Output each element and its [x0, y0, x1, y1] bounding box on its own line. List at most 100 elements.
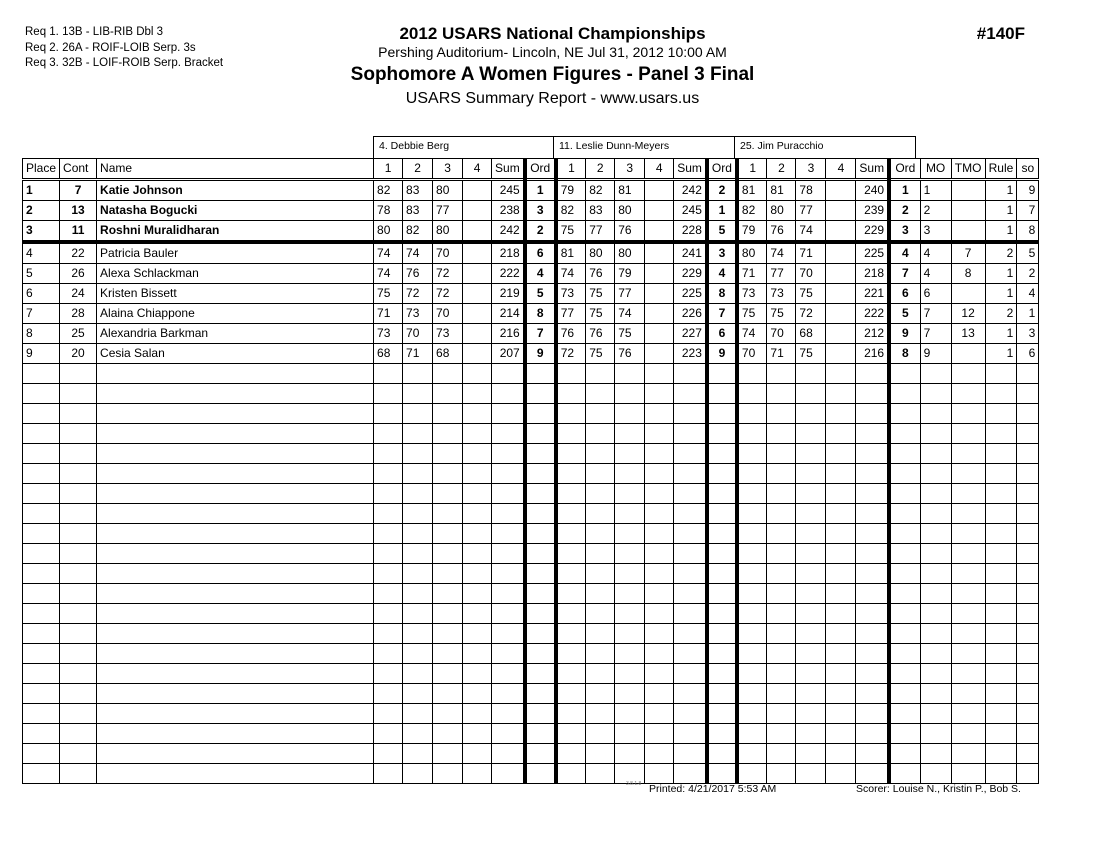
- score: 79: [614, 263, 646, 284]
- score: [644, 623, 675, 644]
- place: 9: [21, 343, 61, 364]
- place: [21, 523, 61, 544]
- score: [825, 603, 857, 624]
- name: Kristen Bissett: [96, 283, 375, 304]
- table-row: [21, 703, 1040, 724]
- mo: [919, 523, 952, 544]
- cont: [59, 603, 98, 624]
- score: [585, 503, 616, 524]
- score: 80: [432, 220, 464, 244]
- score: [553, 583, 587, 604]
- rule: 1: [984, 263, 1018, 284]
- sum: [855, 703, 890, 724]
- sum: [673, 563, 708, 584]
- table-row: [21, 363, 1040, 384]
- score: 75: [585, 343, 616, 364]
- score: [373, 583, 404, 604]
- ordinal: [522, 743, 557, 764]
- so: [1016, 643, 1040, 664]
- name: Natasha Bogucki: [96, 200, 375, 221]
- score: [766, 743, 797, 764]
- score: [766, 443, 797, 464]
- tmo: [950, 463, 986, 484]
- ordinal: [704, 563, 738, 584]
- score: [734, 763, 768, 784]
- sum: [855, 743, 890, 764]
- score: [585, 463, 616, 484]
- mo: 9: [919, 343, 952, 364]
- score: [644, 583, 675, 604]
- score: [373, 503, 404, 524]
- score: 82: [373, 179, 404, 201]
- score: [766, 643, 797, 664]
- score: [766, 483, 797, 504]
- ordinal: 7: [887, 263, 921, 284]
- score: [462, 563, 493, 584]
- score: [462, 403, 493, 424]
- ordinal: [887, 643, 921, 664]
- score: [644, 283, 675, 304]
- score: [644, 563, 675, 584]
- sum: [491, 583, 526, 604]
- score: [402, 423, 434, 444]
- score: 74: [734, 323, 768, 344]
- rule: [984, 563, 1018, 584]
- requirements-list: Req 1. 13B - LIB-RIB Dbl 3 Req 2. 26A - …: [25, 25, 223, 72]
- place: 2: [21, 200, 61, 221]
- rule: [984, 363, 1018, 384]
- ordinal: [887, 383, 921, 404]
- score: [614, 683, 646, 704]
- score: 72: [432, 263, 464, 284]
- ordinal: [704, 423, 738, 444]
- ordinal: 7: [522, 323, 557, 344]
- place: [21, 583, 61, 604]
- col-score: Ord: [704, 158, 738, 181]
- ordinal: [887, 683, 921, 704]
- score: [432, 503, 464, 524]
- score: 80: [373, 220, 404, 244]
- place: 3: [21, 220, 61, 244]
- score: [644, 363, 675, 384]
- score: [585, 743, 616, 764]
- sum: [855, 483, 890, 504]
- tmo: [950, 363, 986, 384]
- score: [644, 503, 675, 524]
- sum: [673, 443, 708, 464]
- header-row: Place Cont Name 1 2 3 4 Sum Ord 1 2 3 4 Sum Ord 1 2 3 4 Sum…: [21, 158, 1040, 181]
- mo: 4: [919, 263, 952, 284]
- page-title: 2012 USARS National Championships: [399, 24, 706, 43]
- score: [825, 583, 857, 604]
- score: [644, 383, 675, 404]
- sum: [491, 763, 526, 784]
- name: [96, 603, 375, 624]
- score: [614, 443, 646, 464]
- score: [825, 443, 857, 464]
- score: 82: [553, 200, 587, 221]
- cont: 7: [59, 179, 98, 201]
- sum: [673, 363, 708, 384]
- score: 83: [402, 200, 434, 221]
- sum: 242: [491, 220, 526, 244]
- score: [644, 523, 675, 544]
- score: [644, 403, 675, 424]
- score: 80: [432, 179, 464, 201]
- sum: [673, 603, 708, 624]
- score: [432, 683, 464, 704]
- so: [1016, 543, 1040, 564]
- tmo: [950, 523, 986, 544]
- ordinal: 1: [522, 179, 557, 201]
- ordinal: [887, 403, 921, 424]
- ordinal: 2: [704, 179, 738, 201]
- col-score: 3: [432, 158, 464, 181]
- ordinal: [704, 623, 738, 644]
- ordinal: 5: [704, 220, 738, 244]
- place: 8: [21, 323, 61, 344]
- scorer: Scorer: Louise N., Kristin P., Bob S.: [856, 783, 1021, 795]
- score: 80: [614, 200, 646, 221]
- ordinal: 3: [704, 241, 738, 264]
- score: [462, 583, 493, 604]
- score: [553, 523, 587, 544]
- score: 81: [553, 241, 587, 264]
- score: [432, 403, 464, 424]
- ordinal: 6: [887, 283, 921, 304]
